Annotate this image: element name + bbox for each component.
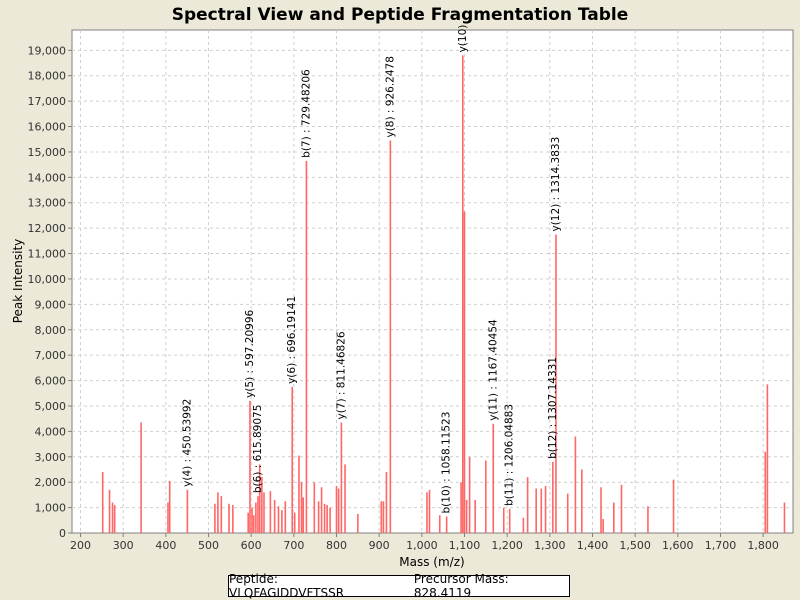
- peptide-label: Peptide: VLQFAGIDDVFTSSR: [229, 572, 345, 600]
- grid-lines: [72, 30, 793, 533]
- x-tick-label: 1,600: [662, 539, 694, 552]
- y-tick-label: 2,000: [35, 476, 67, 489]
- y-tick-label: 8,000: [35, 324, 67, 337]
- y-tick-label: 6,000: [35, 375, 67, 388]
- peptide-legend: Peptide: VLQFAGIDDVFTSSR Precursor Mass:…: [228, 572, 570, 600]
- y-tick-label: 12,000: [28, 222, 67, 235]
- x-tick-label: 400: [155, 539, 176, 552]
- plot-area: [71, 29, 794, 534]
- x-tick-label: 700: [283, 539, 304, 552]
- x-axis-ticks: 200 300 400 500 600 700 800 900 1,000 1,100 1,200 1…: [70, 533, 779, 552]
- peak-annotation: y(5) : 597.20996: [244, 309, 256, 397]
- x-tick-label: 1,200: [491, 539, 523, 552]
- peaks-layer: [101, 55, 786, 533]
- peak-annotation: y(6) : 696.19141: [286, 296, 298, 384]
- y-tick-label: 7,000: [35, 349, 67, 362]
- x-tick-label: 300: [113, 539, 134, 552]
- peak-annotation: y(4) : 450.53992: [181, 399, 193, 487]
- y-tick-label: 0: [59, 527, 66, 540]
- y-tick-label: 18,000: [28, 70, 67, 83]
- y-tick-label: 9,000: [35, 298, 67, 311]
- chart-title: Spectral View and Peptide Fragmentation …: [172, 5, 629, 25]
- y-tick-label: 4,000: [35, 425, 67, 438]
- x-tick-label: 800: [326, 539, 347, 552]
- peak-annotation: y(12) : 1314.3833: [550, 137, 562, 232]
- y-tick-label: 16,000: [28, 121, 67, 134]
- x-tick-label: 1,300: [534, 539, 566, 552]
- x-tick-label: 600: [241, 539, 262, 552]
- y-tick-label: 14,000: [28, 171, 67, 184]
- x-tick-label: 200: [70, 539, 91, 552]
- x-tick-label: 1,000: [406, 539, 438, 552]
- x-tick-label: 1,500: [619, 539, 651, 552]
- y-tick-label: 11,000: [28, 248, 67, 261]
- peak-annotation: b(11) : 1206.04883: [504, 404, 516, 506]
- peak-annotation: y(10): [457, 25, 469, 53]
- x-tick-label: 1,100: [449, 539, 481, 552]
- peak-annotation: y(7) : 811.46826: [335, 331, 347, 419]
- peak-annotation: y(8) : 926.2478: [384, 56, 396, 137]
- y-tick-label: 3,000: [35, 451, 67, 464]
- y-tick-label: 19,000: [28, 44, 67, 57]
- x-tick-label: 500: [198, 539, 219, 552]
- peak-annotation: b(7) : 729.48206: [300, 69, 312, 158]
- x-axis-label: Mass (m/z): [399, 555, 464, 569]
- peak-annotation: b(12) : 1307.14331: [547, 357, 559, 459]
- precursor-mass-label: Precursor Mass: 828.4119: [413, 572, 509, 600]
- x-tick-label: 1,700: [705, 539, 737, 552]
- y-tick-label: 1,000: [35, 502, 67, 515]
- peak-annotations: y(4) : 450.53992 y(5) : 597.20996 b(6) : 6…: [181, 25, 562, 514]
- y-tick-label: 17,000: [28, 95, 67, 108]
- peak-annotation: b(6) : 615.89075: [252, 405, 264, 494]
- y-axis-label: Peak Intensity: [11, 239, 25, 324]
- peak-annotation: b(10) : 1058.11523: [441, 412, 453, 514]
- y-tick-label: 10,000: [28, 273, 67, 286]
- y-tick-label: 13,000: [28, 197, 67, 210]
- peak-annotation: y(11) : 1167.40454: [487, 319, 499, 421]
- x-tick-label: 1,800: [747, 539, 779, 552]
- x-tick-label: 900: [369, 539, 390, 552]
- y-axis-ticks: 0 1,000 2,000 3,000 4,000 5,000 6,000 7,000 8,00…: [28, 44, 72, 540]
- y-tick-label: 5,000: [35, 400, 67, 413]
- y-tick-label: 15,000: [28, 146, 67, 159]
- x-tick-label: 1,400: [577, 539, 609, 552]
